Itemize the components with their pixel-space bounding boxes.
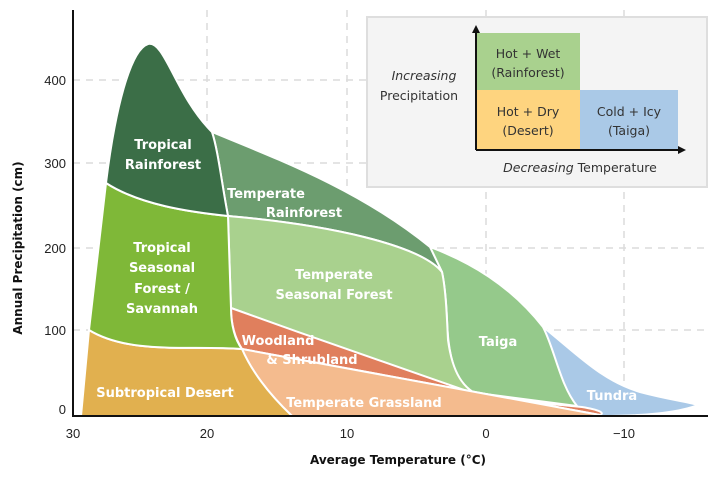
y-tick-100: 100 [44, 323, 66, 338]
label-tropical-rainforest-2: Rainforest [125, 158, 201, 173]
label-temperate-rainforest-2: Rainforest [266, 206, 342, 221]
y-tick-0: 0 [59, 402, 66, 417]
legend-inset: Hot + Wet (Rainforest) Hot + Dry (Desert… [366, 16, 708, 188]
label-woodland-2: & Shrubland [266, 353, 357, 368]
legend-hot-dry-box [476, 90, 580, 150]
label-tropical-seasonal-1: Tropical [133, 241, 190, 256]
region-tundra [542, 326, 699, 417]
legend-y-axis-label: Precipitation [380, 88, 458, 103]
label-temperate-rainforest-1: Temperate [227, 187, 305, 202]
legend-cold-icy-sub: (Taiga) [608, 123, 650, 138]
biome-regions [80, 42, 699, 417]
label-temperate-grassland: Temperate Grassland [286, 396, 442, 411]
legend-x-axis-label: Decreasing Temperature [503, 160, 657, 175]
legend-hot-wet-box [476, 33, 580, 90]
y-axis-title: Annual Precipitation (cm) [11, 161, 25, 334]
label-tropical-seasonal-3: Forest / [134, 282, 190, 297]
arrow-right-icon [678, 146, 686, 154]
label-subtropical-desert: Subtropical Desert [96, 386, 234, 401]
legend-hot-dry-sub: (Desert) [502, 123, 553, 138]
legend-x-axis-rest: Temperature [574, 160, 657, 175]
label-woodland-1: Woodland [242, 334, 315, 349]
y-tick-400: 400 [44, 73, 66, 88]
x-tick-0: 0 [482, 426, 489, 441]
label-temperate-seasonal-1: Temperate [295, 268, 373, 283]
label-taiga: Taiga [479, 335, 518, 350]
x-tick-10: 10 [340, 426, 354, 441]
legend-hot-dry-label: Hot + Dry [497, 104, 560, 119]
arrow-up-icon [472, 25, 480, 33]
legend-cold-icy-label: Cold + Icy [597, 104, 662, 119]
label-tropical-seasonal-2: Seasonal [129, 261, 195, 276]
legend-hot-wet-label: Hot + Wet [496, 46, 561, 61]
x-tick-30: 30 [66, 426, 80, 441]
legend-y-axis-italic: Increasing [392, 68, 457, 83]
legend-hot-wet-sub: (Rainforest) [491, 65, 564, 80]
x-axis-title: Average Temperature (°C) [310, 453, 486, 467]
region-tropical-rainforest [105, 42, 229, 217]
y-tick-300: 300 [44, 156, 66, 171]
label-tropical-seasonal-4: Savannah [126, 302, 198, 317]
y-tick-200: 200 [44, 241, 66, 256]
biome-labels: Tropical Rainforest Temperate Rainforest… [96, 138, 637, 411]
label-tundra: Tundra [587, 389, 637, 404]
legend-x-axis-italic: Decreasing [503, 160, 574, 175]
label-tropical-rainforest-1: Tropical [134, 138, 191, 153]
x-tick-20: 20 [200, 426, 214, 441]
label-temperate-seasonal-2: Seasonal Forest [275, 288, 392, 303]
x-tick-minus10: −10 [613, 426, 635, 441]
legend-cold-icy-box [580, 90, 678, 150]
axes: 30 20 10 0 −10 0 100 200 300 400 Average… [11, 10, 708, 467]
